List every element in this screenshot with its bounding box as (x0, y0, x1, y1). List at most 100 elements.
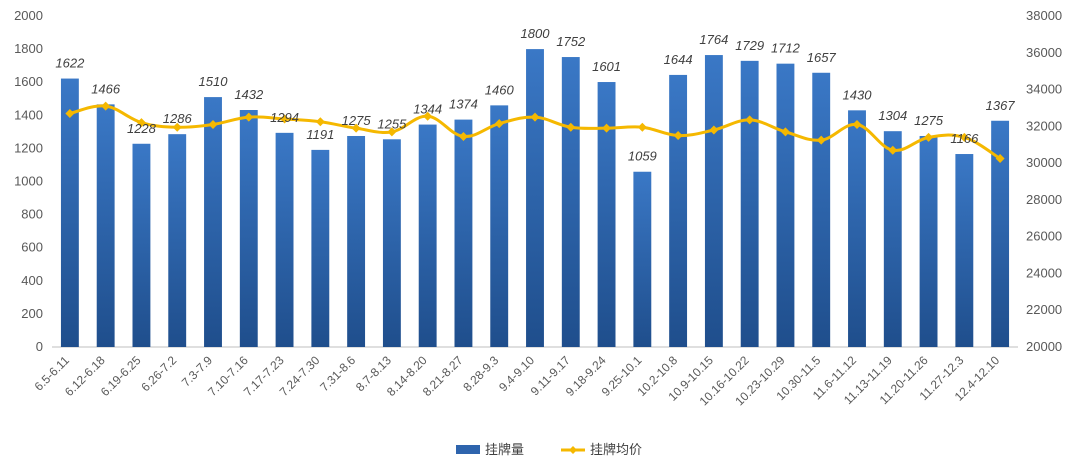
bar (96, 104, 115, 347)
bar-data-label: 1644 (664, 52, 693, 67)
line-point-marker (494, 119, 504, 129)
bar-data-label: 1228 (127, 121, 157, 136)
bar-data-label: 1466 (91, 81, 121, 96)
bar (132, 143, 151, 347)
line-point-marker (852, 119, 862, 129)
bar-data-label: 1764 (699, 32, 728, 47)
left-axis-tick-label: 0 (36, 339, 43, 354)
legend-marker-line (569, 446, 577, 454)
x-axis-tick-label: 6.19-6.25 (98, 353, 144, 399)
right-axis-tick-label: 34000 (1026, 82, 1062, 97)
left-axis-tick-label: 1200 (14, 140, 43, 155)
bar-data-label: 1304 (878, 108, 907, 123)
bar-data-label: 1752 (556, 34, 586, 49)
bar-data-label: 1059 (628, 149, 657, 164)
bar-data-label: 1657 (807, 50, 837, 65)
bar (704, 55, 723, 348)
bar (275, 132, 294, 347)
line-point-marker (924, 132, 934, 142)
bar (526, 49, 544, 347)
line-point-marker (65, 108, 75, 118)
bar (669, 74, 688, 347)
right-axis-tick-label: 36000 (1026, 45, 1062, 60)
left-axis-tick-label: 400 (21, 273, 43, 288)
bar (168, 134, 187, 347)
left-axis-tick-label: 1600 (14, 74, 43, 89)
bar-data-label: 1510 (199, 74, 229, 89)
line-point-marker (780, 127, 790, 137)
line-point-marker (530, 112, 540, 122)
left-axis-tick-label: 1400 (14, 107, 43, 122)
bar-data-label: 1275 (342, 113, 372, 128)
line-point-marker (709, 125, 719, 135)
right-axis-tick-label: 32000 (1026, 118, 1062, 133)
bar (60, 78, 79, 348)
bar (919, 135, 938, 347)
line-point-marker (816, 135, 826, 145)
left-axis-tick-label: 2000 (14, 8, 43, 23)
line-point-marker (423, 111, 433, 121)
line-point-marker (101, 101, 111, 111)
line-point-marker (959, 132, 969, 142)
left-axis-tick-label: 1000 (14, 174, 43, 189)
line-point-marker (602, 123, 612, 133)
line-point-marker (172, 122, 182, 132)
bar (633, 171, 652, 347)
bar (955, 154, 974, 347)
right-axis-tick-label: 30000 (1026, 155, 1062, 170)
line-point-marker (458, 131, 468, 141)
bar-data-label: 1275 (914, 113, 944, 128)
bar (883, 131, 902, 347)
bar (597, 82, 616, 348)
bar-data-label: 1191 (306, 127, 334, 142)
right-axis-tick-label: 28000 (1026, 192, 1062, 207)
line-point-marker (387, 127, 397, 137)
line-point-marker (995, 154, 1005, 164)
bar-data-label: 1294 (270, 110, 299, 125)
bar (561, 57, 580, 347)
line-series (65, 101, 1005, 164)
bar (347, 135, 366, 347)
legend: 挂牌量 挂牌均价 (456, 442, 642, 458)
line-point-marker (888, 145, 898, 155)
left-axis-tick-label: 600 (21, 240, 43, 255)
left-axis-ticks: 0 200 400 600 800 1000 1200 1400 1600 1800 2000 (14, 8, 43, 354)
bar (848, 110, 866, 348)
legend-swatch-bar (456, 445, 480, 454)
bar (991, 120, 1010, 347)
x-axis-tick-label: 8.28-9.3 (460, 353, 501, 394)
bar-data-label: 1460 (485, 82, 515, 97)
right-axis-tick-label: 20000 (1026, 339, 1062, 354)
bar-data-label: 1166 (950, 131, 979, 146)
bar (740, 60, 759, 348)
right-axis-tick-label: 38000 (1026, 8, 1062, 23)
bar-data-label: 1430 (843, 87, 873, 102)
legend-label-bar: 挂牌量 (485, 442, 524, 458)
left-axis-tick-label: 1800 (14, 41, 43, 56)
line-point-marker (244, 112, 254, 122)
line-point-marker (315, 117, 325, 127)
left-axis-tick-label: 200 (21, 306, 43, 321)
line-point-marker (637, 122, 647, 132)
bar-data-label: 1374 (449, 97, 478, 112)
x-axis-tick-label: 8.21-8.27 (420, 353, 466, 399)
right-axis-tick-label: 22000 (1026, 302, 1062, 317)
line-point-marker (280, 114, 290, 124)
bar (454, 119, 473, 347)
bar-data-label: 1255 (377, 116, 407, 131)
x-axis-tick-label: 7.24-7.30 (277, 353, 323, 399)
x-axis-ticks: 6.5-6.116.12-6.186.19-6.256.26-7.2 7.3-7.… (32, 353, 1003, 408)
line-point-marker (566, 122, 576, 132)
x-axis-tick-label: 7.31-8.6 (317, 353, 358, 394)
bar-data-label: 1367 (986, 98, 1016, 113)
line-point-marker (673, 131, 683, 141)
right-axis-tick-label: 24000 (1026, 265, 1062, 280)
line-point-marker (208, 119, 218, 129)
bar-data-labels: 1622 1466 1228 1286 1510 1432 1294 1191 1275 1255… (55, 26, 1015, 164)
line-point-marker (136, 118, 146, 128)
left-axis-tick-label: 800 (21, 207, 43, 222)
legend-label-line: 挂牌均价 (590, 442, 642, 458)
bar-data-label: 1286 (163, 111, 193, 126)
bar (812, 72, 831, 347)
